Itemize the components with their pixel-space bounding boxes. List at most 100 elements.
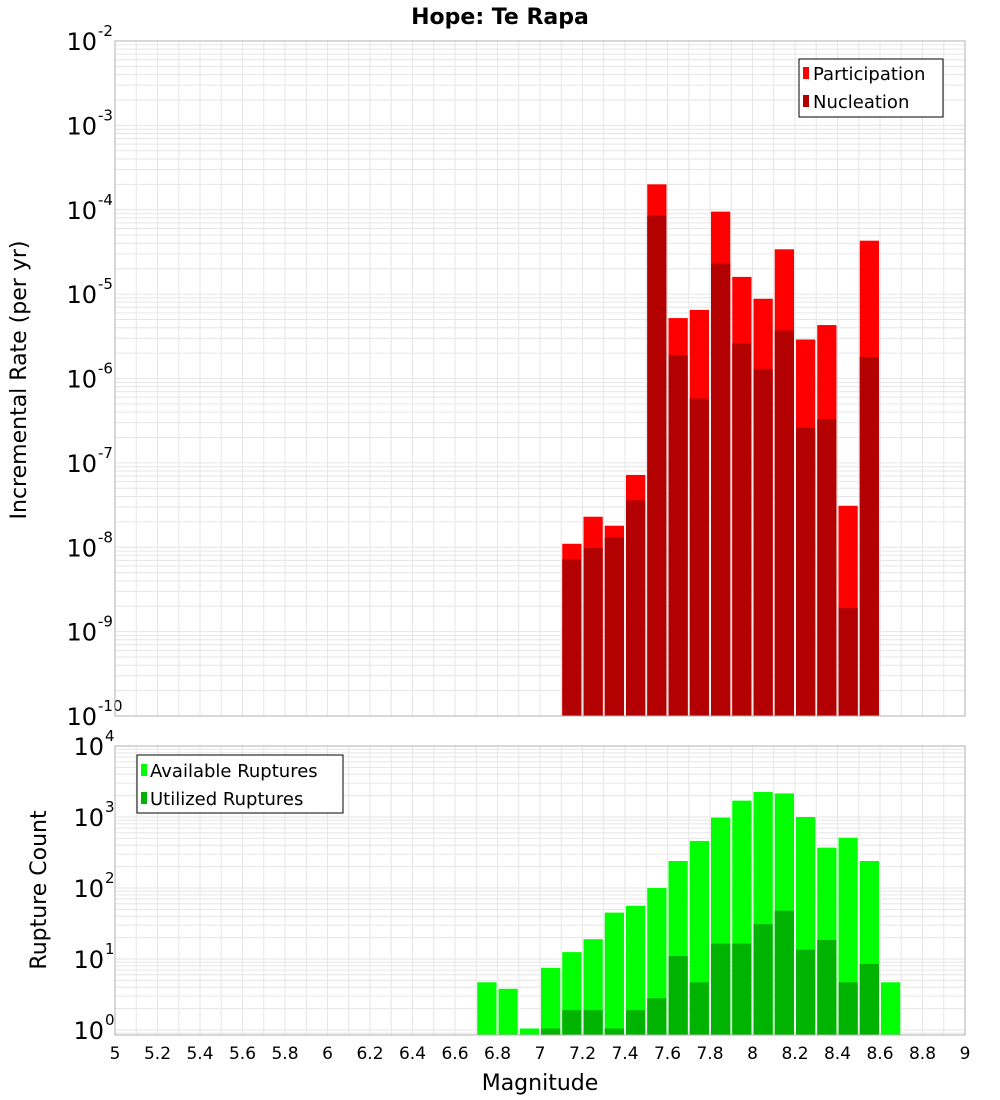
available-ruptures-bar [626,905,646,1035]
available-ruptures-bar [881,982,901,1035]
nucleation-bar [583,547,603,716]
top-legend-box [798,58,944,118]
x-tick-label: 5.8 [271,1044,298,1064]
y-tick-exponent: -5 [98,275,113,293]
y-tick-exponent: 2 [105,869,115,887]
nucleation-bar [838,608,858,716]
nucleation-bar [796,427,816,716]
y-tick-exponent: -7 [98,444,113,462]
y-tick-label: 10 [66,450,97,478]
y-tick-exponent: -8 [98,528,113,546]
utilized-ruptures-bar [626,1010,646,1035]
nucleation-bar [711,263,731,716]
nucleation-bar [562,559,582,716]
y-tick-exponent: -6 [98,360,113,378]
x-tick-label: 5 [110,1044,121,1064]
nucleation-bar [732,343,752,716]
bottom-plot-frame [114,745,966,1036]
utilized-ruptures-bar [562,1010,582,1035]
y-tick-label: 10 [73,1017,104,1045]
utilized-ruptures-bar [604,1028,624,1035]
x-axis-label: Magnitude [482,1071,599,1096]
y-tick-label: 10 [73,733,104,761]
y-tick-label: 10 [73,875,104,903]
y-tick-exponent: 1 [105,940,115,958]
y-tick-label: 10 [73,804,104,832]
x-tick-label: 5.6 [229,1044,256,1064]
legend-swatch-participation [803,67,809,79]
x-tick-label: 7.8 [696,1044,723,1064]
y-tick-exponent: -9 [98,613,113,631]
nucleation-bar [859,356,879,716]
x-tick-label: 7 [535,1044,546,1064]
nucleation-bar [647,215,667,717]
nucleation-bar [626,500,646,716]
y-tick-label: 10 [66,366,97,394]
top-legend: Participation Nucleation [798,58,944,118]
y-tick-label: 10 [66,703,97,731]
nucleation-bar [604,537,624,716]
x-tick-label: 6.8 [484,1044,511,1064]
nucleation-bar [774,330,794,716]
utilized-ruptures-bar [774,910,794,1035]
nucleation-bar [753,368,773,716]
utilized-ruptures-bar [796,949,816,1035]
y-tick-exponent: -3 [98,106,113,124]
utilized-ruptures-bar [859,964,879,1035]
x-tick-label: 7.2 [569,1044,596,1064]
x-tick-label: 6.4 [399,1044,426,1064]
utilized-ruptures-bar [647,998,667,1035]
bottom-legend: Available Ruptures Utilized Ruptures [136,754,344,814]
available-ruptures-bar [541,967,561,1035]
available-ruptures-bar [519,1028,539,1035]
legend-label-participation: Participation [813,64,925,85]
x-tick-label: 6.6 [441,1044,468,1064]
utilized-ruptures-bar [689,982,709,1035]
y-tick-label: 10 [66,534,97,562]
y-tick-label: 10 [73,946,104,974]
available-ruptures-bar [498,988,518,1035]
utilized-ruptures-bar [541,1028,561,1035]
x-tick-label: 6 [322,1044,333,1064]
y-tick-exponent: -2 [98,22,113,40]
top-y-axis-label: Incremental Rate (per yr) [7,241,32,520]
x-tick-label: 5.4 [186,1044,213,1064]
bottom-y-axis-label: Rupture Count [27,810,52,970]
utilized-ruptures-bar [753,924,773,1035]
x-tick-label: 8 [747,1044,758,1064]
top-grid [114,41,966,717]
y-tick-exponent: -4 [98,191,113,209]
legend-label-available: Available Ruptures [150,761,318,782]
utilized-ruptures-bar [668,956,688,1035]
x-tick-label: 8.8 [909,1044,936,1064]
chart-title: Hope: Te Rapa [411,5,589,30]
nucleation-bar [817,419,837,716]
utilized-ruptures-bar [817,940,837,1035]
top-bars [562,184,879,717]
bottom-legend-box [136,754,344,814]
utilized-ruptures-bar [711,943,731,1035]
legend-swatch-available [141,764,147,776]
legend-label-nucleation: Nucleation [813,92,909,113]
legend-swatch-utilized [141,792,147,804]
y-tick-exponent: 4 [105,727,115,745]
x-tick-label: 6.2 [356,1044,383,1064]
x-ticks: 5 5.2 5.4 5.6 5.8 6 6.2 6.4 6.6 6.8 7 7.2 7.4 7.6 7.8 8… [110,1044,971,1064]
y-tick-exponent: -10 [98,697,123,715]
y-tick-exponent: 0 [105,1011,115,1029]
available-ruptures-bar [604,912,624,1035]
x-tick-label: 7.4 [611,1044,638,1064]
x-tick-label: 9 [960,1044,971,1064]
x-tick-label: 8.6 [866,1044,893,1064]
x-tick-label: 8.2 [781,1044,808,1064]
legend-swatch-nucleation [803,95,809,107]
nucleation-bar [689,398,709,716]
utilized-ruptures-bar [583,1010,603,1035]
y-tick-label: 10 [66,112,97,140]
y-tick-exponent: 3 [105,798,115,816]
top-plot-frame [114,40,966,717]
